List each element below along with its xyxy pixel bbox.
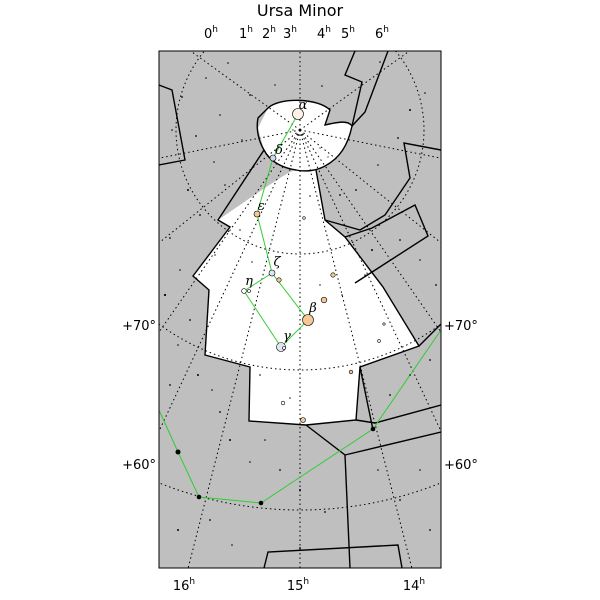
label-gamma: γ [283, 329, 291, 344]
star-beta [302, 314, 314, 326]
star-eta [241, 288, 247, 294]
star-minor-11 [282, 346, 286, 350]
star-zeta [268, 269, 276, 277]
ra-tick-2h: 2h [262, 25, 276, 42]
star-minor-1 [276, 277, 282, 283]
label-beta: β [308, 301, 317, 316]
chart-title: Ursa Minor [257, 1, 344, 20]
dec-label-right-60: +60° [444, 458, 478, 473]
field-stars [163, 61, 437, 549]
bright-stars [241, 108, 386, 423]
star-delta [269, 154, 277, 162]
dec-label-right-70: +70° [444, 319, 478, 334]
ra-tick-14h: 14h [403, 577, 425, 594]
star-epsilon [253, 210, 261, 218]
dec-label-left-70: +70° [122, 319, 156, 334]
plot-frame [158, 50, 442, 569]
star-labels: α δ ε ζ η β γ [245, 98, 317, 344]
ra-tick-15h: 15h [287, 577, 309, 594]
star-minor-7 [377, 339, 381, 343]
asterism-stars-lower [175, 426, 376, 506]
bottom-ra-ticks: 16h 15h 14h [173, 577, 425, 594]
label-zeta: ζ [273, 255, 281, 270]
label-epsilon: ε [258, 199, 265, 214]
label-eta: η [245, 274, 253, 289]
ra-tick-1h: 1h [239, 25, 253, 42]
star-minor-4 [300, 417, 306, 423]
ra-tick-6h: 6h [375, 25, 389, 42]
ra-tick-0h: 0h [204, 25, 218, 42]
constellation-region [193, 100, 419, 425]
label-alpha: α [299, 98, 308, 113]
dec-labels: +70° +70° +60° +60° [122, 319, 478, 473]
star-minor-2 [320, 296, 328, 304]
star-minor-5 [348, 369, 354, 375]
star-minor-6 [280, 400, 286, 406]
label-delta: δ [275, 143, 283, 158]
star-minor-9 [247, 289, 251, 293]
ra-tick-5h: 5h [341, 25, 355, 42]
ra-tick-4h: 4h [317, 25, 331, 42]
star-lower-1 [175, 449, 181, 455]
star-lower-3 [258, 500, 264, 506]
dec-label-left-60: +60° [122, 458, 156, 473]
star-minor-3 [330, 272, 336, 278]
constellation-boundaries [159, 51, 441, 568]
star-lower-4 [370, 426, 376, 432]
star-minor-8 [382, 322, 386, 326]
asterism-lines [159, 113, 441, 504]
star-minor-10 [302, 216, 306, 220]
star-lower-2 [196, 494, 202, 500]
ra-tick-16h: 16h [173, 577, 195, 594]
star-alpha [292, 108, 304, 120]
top-ra-ticks: 0h 1h 2h 3h 4h 5h 6h [204, 25, 389, 42]
ra-tick-3h: 3h [283, 25, 297, 42]
